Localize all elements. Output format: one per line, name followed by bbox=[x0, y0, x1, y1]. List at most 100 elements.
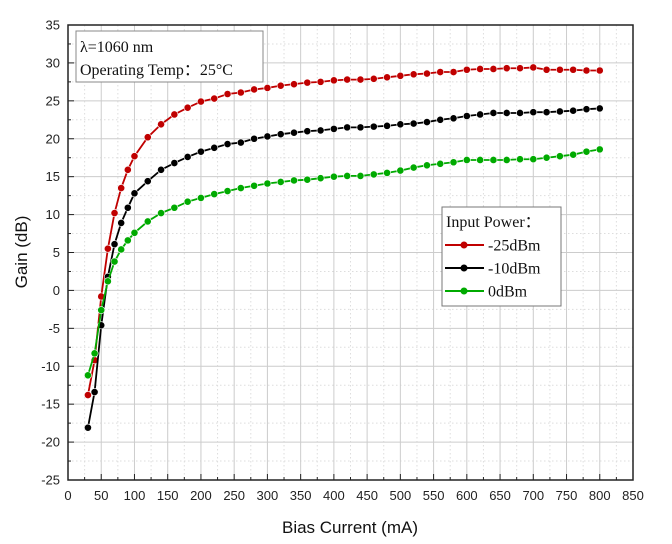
data-point bbox=[103, 277, 112, 286]
data-point bbox=[197, 193, 205, 202]
data-point bbox=[476, 156, 485, 164]
legend-marker--10dBm bbox=[460, 264, 468, 272]
x-tick-label: 600 bbox=[456, 488, 478, 503]
y-tick-label: 0 bbox=[53, 283, 60, 298]
x-tick-label: 0 bbox=[64, 488, 71, 503]
y-tick-label: 15 bbox=[46, 169, 60, 184]
data-point bbox=[157, 209, 165, 217]
data-point bbox=[123, 165, 132, 174]
data-point bbox=[117, 219, 126, 227]
data-point bbox=[143, 217, 152, 226]
data-point bbox=[143, 133, 152, 142]
data-point bbox=[516, 64, 524, 73]
data-point bbox=[250, 134, 259, 143]
plot-frame bbox=[67, 24, 634, 481]
data-point bbox=[157, 165, 165, 174]
annotation-wavelength: λ=1060 nm bbox=[80, 39, 154, 56]
data-point bbox=[582, 147, 591, 156]
data-point bbox=[97, 306, 106, 315]
data-point bbox=[170, 159, 179, 167]
x-tick-label: 700 bbox=[522, 488, 544, 503]
data-point bbox=[343, 75, 352, 84]
data-point bbox=[316, 174, 325, 183]
data-point bbox=[409, 119, 418, 128]
data-point bbox=[223, 90, 232, 98]
data-point bbox=[183, 103, 192, 112]
data-point bbox=[423, 69, 431, 78]
data-point bbox=[130, 228, 139, 237]
y-tick-label: -15 bbox=[41, 397, 60, 412]
data-point bbox=[263, 179, 272, 188]
annotation-temperature: Operating Temp：25°C bbox=[80, 62, 233, 79]
data-point bbox=[356, 75, 365, 84]
data-point bbox=[236, 184, 245, 192]
x-tick-label: 450 bbox=[356, 488, 378, 503]
data-point bbox=[449, 68, 458, 76]
data-point bbox=[110, 257, 119, 266]
y-tick-label: 5 bbox=[53, 245, 60, 260]
data-point bbox=[170, 203, 179, 212]
data-point bbox=[383, 121, 391, 130]
annotation-box: λ=1060 nm Operating Temp：25°C bbox=[75, 30, 264, 83]
data-point bbox=[117, 245, 126, 254]
data-point bbox=[84, 423, 92, 432]
y-tick-label: -20 bbox=[41, 435, 60, 450]
data-point bbox=[529, 108, 538, 117]
x-tick-label: 750 bbox=[556, 488, 578, 503]
data-point bbox=[569, 106, 578, 115]
y-axis-label: Gain (dB) bbox=[12, 216, 31, 289]
data-point bbox=[110, 209, 119, 217]
data-point bbox=[90, 388, 99, 396]
data-point bbox=[123, 236, 132, 245]
data-point bbox=[569, 150, 578, 159]
data-point bbox=[595, 66, 604, 75]
y-tick-label: 35 bbox=[46, 18, 60, 33]
data-point bbox=[236, 138, 245, 147]
data-point bbox=[197, 147, 205, 156]
x-tick-label: 250 bbox=[223, 488, 245, 503]
data-point bbox=[449, 158, 458, 167]
data-point bbox=[316, 77, 325, 86]
data-point bbox=[369, 170, 378, 179]
data-point bbox=[276, 81, 285, 90]
legend-label: 0dBm bbox=[488, 284, 528, 301]
data-point bbox=[582, 66, 591, 75]
data-point bbox=[542, 153, 551, 162]
data-point bbox=[130, 189, 139, 198]
data-point bbox=[516, 155, 524, 164]
data-point bbox=[263, 84, 272, 92]
x-tick-label: 650 bbox=[489, 488, 511, 503]
x-tick-label: 550 bbox=[423, 488, 445, 503]
data-point bbox=[369, 74, 378, 83]
data-point bbox=[595, 145, 604, 154]
y-tick-label: -25 bbox=[41, 473, 60, 488]
data-point bbox=[569, 65, 578, 74]
data-point bbox=[436, 115, 445, 124]
legend-marker--25dBm bbox=[460, 241, 468, 249]
x-tick-label: 500 bbox=[390, 488, 412, 503]
data-point bbox=[316, 126, 325, 135]
data-point bbox=[423, 161, 431, 170]
data-point bbox=[123, 203, 132, 212]
data-point bbox=[555, 152, 564, 161]
data-point bbox=[290, 128, 298, 137]
data-point bbox=[210, 190, 219, 199]
data-point bbox=[542, 108, 551, 117]
data-point bbox=[383, 168, 391, 177]
data-point bbox=[303, 127, 312, 136]
data-point bbox=[529, 155, 538, 164]
data-point bbox=[250, 85, 259, 94]
data-point bbox=[303, 78, 312, 87]
legend-label: -10dBm bbox=[488, 261, 541, 278]
data-point bbox=[542, 65, 551, 74]
x-tick-label: 200 bbox=[190, 488, 212, 503]
data-point bbox=[529, 63, 538, 72]
data-point bbox=[290, 80, 298, 89]
data-point bbox=[343, 172, 352, 180]
data-point bbox=[462, 112, 471, 120]
data-point bbox=[396, 120, 405, 129]
x-tick-label: 100 bbox=[124, 488, 146, 503]
data-point bbox=[383, 73, 391, 82]
data-point bbox=[84, 371, 92, 380]
data-point bbox=[84, 391, 92, 399]
